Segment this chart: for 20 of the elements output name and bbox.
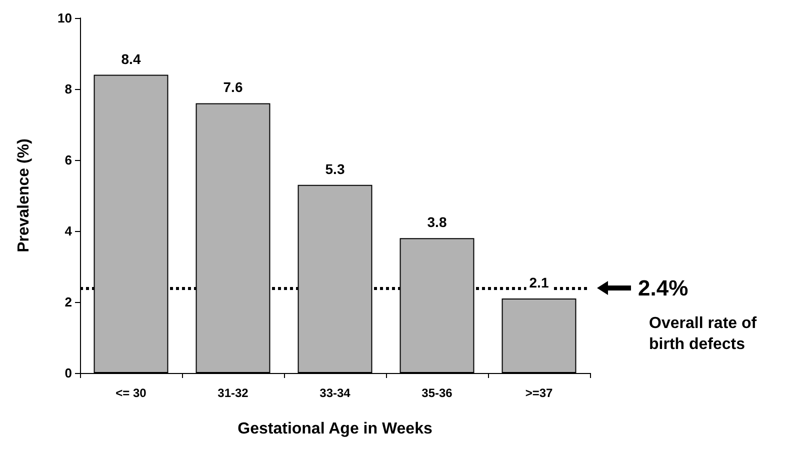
x-tick-label: 35-36 — [422, 386, 453, 400]
data-label: 7.6 — [223, 79, 243, 96]
y-axis-title: Prevalence (%) — [16, 138, 32, 252]
data-label: 3.8 — [427, 214, 447, 230]
data-label: 2.1 — [529, 274, 549, 290]
y-tick-label: 8 — [64, 82, 72, 96]
data-label: 8.4 — [121, 50, 141, 67]
y-tick-label: 10 — [58, 10, 72, 26]
y-tick-label: 2 — [64, 294, 72, 310]
y-tick-label: 0 — [64, 366, 72, 380]
x-tick-label: 31-32 — [218, 386, 249, 400]
text: Overall rate of birth defects — [649, 315, 762, 353]
x-tick-label: 33-34 — [320, 386, 351, 400]
x-tick-label: >=37 — [525, 386, 553, 400]
ref-line-label: 2.4% — [638, 275, 688, 300]
y-tick-label: 4 — [64, 224, 73, 238]
x-tick-label: <= 30 — [116, 386, 147, 400]
data-label: 5.3 — [325, 160, 345, 177]
y-tick-label: 6 — [64, 152, 72, 168]
x-axis-title: Gestational Age in Weeks — [238, 420, 432, 438]
